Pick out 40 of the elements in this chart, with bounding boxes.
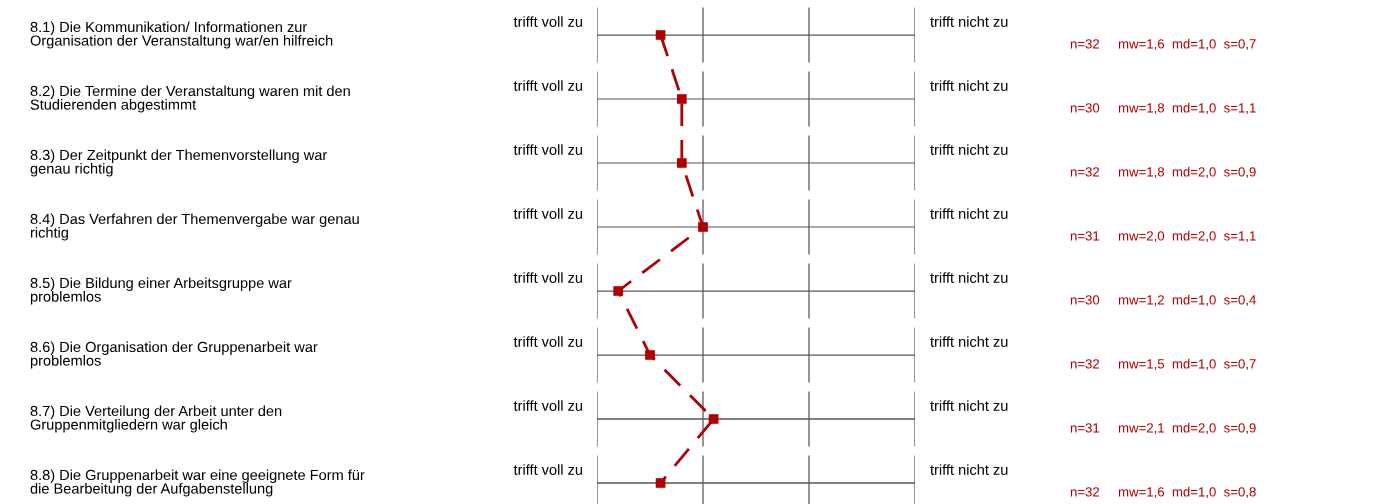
text: trifft nicht zu bbox=[930, 400, 1008, 411]
data-label: n=32 mw=1,6 md=1,0 s=0,8 bbox=[1070, 486, 1256, 499]
y-tick-label: 8.7) Die Verteilung der Arbeit unter den Gruppenmitgliedern war gleich bbox=[30, 405, 282, 433]
data-label: n=31 mw=2,1 md=2,0 s=0,9 bbox=[1070, 422, 1256, 435]
text: trifft voll zu bbox=[513, 80, 583, 91]
y-tick-label: 8.8) Die Gruppenarbeit war eine geeignete Form für die Bearbeitung der Aufgabenstellung bbox=[30, 469, 365, 497]
point bbox=[613, 286, 624, 296]
y-tick-label: 8.5) Die Bildung einer Arbeitsgruppe war problemlos bbox=[30, 277, 292, 305]
y-tick-label: 8.3) Der Zeitpunkt der Themenvorstellung war genau richtig bbox=[30, 149, 327, 177]
point bbox=[698, 222, 708, 232]
text: trifft voll zu bbox=[513, 16, 583, 27]
text: trifft nicht zu bbox=[930, 336, 1008, 347]
text: trifft voll zu bbox=[513, 208, 583, 219]
point bbox=[655, 478, 666, 488]
y-tick-label: 8.2) Die Termine der Veranstaltung waren mit den Studierenden abgestimmt bbox=[30, 85, 350, 113]
text: trifft nicht zu bbox=[930, 208, 1008, 219]
text: trifft nicht zu bbox=[930, 16, 1008, 27]
data-label: n=31 mw=2,0 md=2,0 s=1,1 bbox=[1070, 230, 1256, 243]
data-label: n=30 mw=1,8 md=1,0 s=1,1 bbox=[1070, 102, 1256, 115]
data-label: n=32 mw=1,6 md=1,0 s=0,7 bbox=[1070, 38, 1256, 51]
point bbox=[655, 30, 666, 40]
point bbox=[645, 350, 655, 360]
text: trifft voll zu bbox=[513, 272, 583, 283]
text: trifft nicht zu bbox=[930, 144, 1008, 155]
text: trifft voll zu bbox=[513, 400, 583, 411]
text: trifft voll zu bbox=[513, 464, 583, 475]
y-tick-label: 8.4) Das Verfahren der Themenvergabe war genau richtig bbox=[30, 213, 359, 241]
point bbox=[708, 414, 719, 424]
data-label: n=32 mw=1,8 md=2,0 s=0,9 bbox=[1070, 166, 1256, 179]
text: trifft voll zu bbox=[513, 336, 583, 347]
y-tick-label: 8.1) Die Kommunikation/ Informationen zur Organisation der Veranstaltung war/en hilfreich bbox=[30, 21, 333, 49]
text: trifft nicht zu bbox=[930, 272, 1008, 283]
data-label: n=32 mw=1,5 md=1,0 s=0,7 bbox=[1070, 358, 1256, 371]
point bbox=[676, 94, 687, 104]
text: trifft voll zu bbox=[513, 144, 583, 155]
point bbox=[676, 158, 687, 168]
y-tick-label: 8.6) Die Organisation der Gruppenarbeit war problemlos bbox=[30, 341, 318, 369]
text: trifft nicht zu bbox=[930, 464, 1008, 475]
data-label: n=30 mw=1,2 md=1,0 s=0,4 bbox=[1070, 294, 1256, 307]
text: trifft nicht zu bbox=[930, 80, 1008, 91]
